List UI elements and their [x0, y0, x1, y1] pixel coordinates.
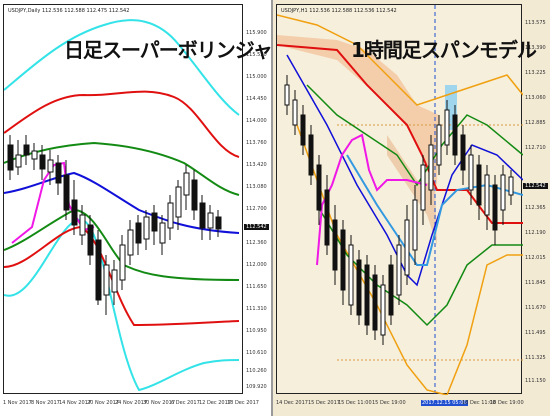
price-label: 113.225: [525, 70, 546, 76]
lower-sigma1-band: [4, 208, 240, 281]
lower-sigma2-band: [4, 225, 240, 327]
price-label: 111.325: [525, 355, 546, 361]
span-cloud-lower: [387, 135, 437, 245]
time-label: 15 Dec 2017: [308, 400, 340, 406]
current-price-badge: 112.542: [523, 183, 548, 189]
price-label: 113.080: [246, 184, 267, 190]
time-label: 15 Dec 19:00: [372, 400, 406, 406]
upper-sigma1-band: [4, 141, 240, 196]
daily-chart-title: 日足スーパーボリンジャー: [64, 38, 271, 62]
time-label: 1 Nov 2017: [3, 400, 32, 406]
hourly-chart-canvas[interactable]: [277, 5, 523, 395]
price-label: 115.000: [246, 74, 267, 80]
price-label: 111.150: [525, 378, 546, 384]
price-label: 113.060: [525, 95, 546, 101]
time-cursor-label: 2017.12.15 05:00: [421, 400, 468, 406]
span-cloud-fill: [277, 35, 439, 185]
time-label: 30 Nov 2017: [143, 400, 176, 406]
daily-symbol-label: USDJPY,Daily 112.536 112.588 112.475 112…: [8, 8, 130, 14]
price-label: 113.575: [525, 20, 546, 26]
price-label: 112.190: [525, 230, 546, 236]
price-label: 112.365: [525, 205, 546, 211]
time-label: 14 Nov 2017: [59, 400, 92, 406]
price-label: 113.390: [525, 45, 546, 51]
orange-lower-band: [296, 124, 523, 395]
price-label: 113.420: [246, 162, 267, 168]
price-label: 111.495: [525, 330, 546, 336]
daily-price-axis[interactable]: 115.900 115.520 115.000 114.450 114.000 …: [243, 0, 271, 396]
current-price-badge: 112.542: [244, 224, 269, 230]
time-label: 6 Dec 2017: [171, 400, 200, 406]
price-label: 111.845: [525, 280, 546, 286]
price-label: 115.900: [246, 30, 267, 36]
hourly-chart-window[interactable]: USDJPY,H1 112.536 112.588 112.536 112.54…: [273, 0, 550, 416]
time-label: 18 Dec 11:00: [462, 400, 496, 406]
time-label: 8 Nov 2017: [31, 400, 60, 406]
time-label: 20 Nov 2017: [87, 400, 120, 406]
time-label: 14 Dec 2017: [276, 400, 308, 406]
price-label: 110.950: [246, 328, 267, 334]
price-label: 112.885: [525, 120, 546, 126]
blue-midline: [286, 54, 523, 287]
daily-chart-canvas[interactable]: [4, 5, 244, 395]
time-label: 18 Dec 19:00: [490, 400, 524, 406]
price-label: 111.310: [246, 306, 267, 312]
daily-chart-window[interactable]: USDJPY,Daily 112.536 112.588 112.475 112…: [0, 0, 271, 416]
price-label: 112.360: [246, 240, 267, 246]
price-label: 111.670: [525, 305, 546, 311]
price-label: 114.000: [246, 118, 267, 124]
hourly-price-axis[interactable]: 113.575 113.390 113.225 113.060 112.885 …: [522, 0, 550, 396]
hourly-chart-plot-area[interactable]: [276, 4, 523, 395]
hourly-chart-title: 1時間足スパンモデル: [351, 38, 537, 62]
price-label: 109.920: [246, 384, 267, 390]
window-divider[interactable]: [271, 0, 273, 416]
time-label: 12 Dec 2017: [199, 400, 231, 406]
daily-candles: [7, 135, 222, 315]
price-label: 112.700: [246, 206, 267, 212]
price-label: 114.450: [246, 96, 267, 102]
hourly-candles: [284, 75, 514, 345]
time-label: 18 Dec 2017: [227, 400, 259, 406]
price-label: 112.015: [525, 255, 546, 261]
price-label: 113.760: [246, 140, 267, 146]
price-label: 110.610: [246, 350, 267, 356]
price-label: 115.520: [246, 52, 267, 58]
orange-upper-band: [277, 14, 523, 106]
time-label: 24 Nov 2017: [115, 400, 148, 406]
price-label: 111.650: [246, 284, 267, 290]
upper-sigma2-band: [4, 90, 240, 158]
upper-sigma3-band: [4, 19, 240, 116]
hourly-symbol-label: USDJPY,H1 112.536 112.588 112.536 112.54…: [281, 8, 397, 14]
green-band-upper: [306, 84, 523, 187]
daily-chart-plot-area[interactable]: [3, 4, 243, 394]
price-label: 110.260: [246, 368, 267, 374]
time-label: 15 Dec 11:00: [338, 400, 372, 406]
lower-sigma3-band: [4, 218, 240, 392]
price-label: 112.710: [525, 145, 546, 151]
price-label: 112.000: [246, 262, 267, 268]
